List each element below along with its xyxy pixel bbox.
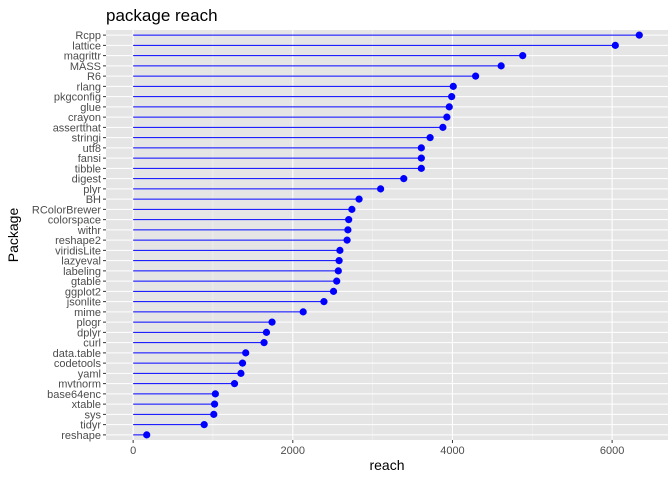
lollipop-point-ggplot2	[329, 287, 338, 295]
y-tick-label-reshape2: reshape2	[55, 235, 101, 247]
y-tick-label-colorspace: colorspace	[48, 215, 101, 227]
lollipop-point-viridisLite	[336, 246, 344, 254]
chart-title: package reach	[106, 6, 218, 25]
y-tick-label-ggplot2: ggplot2	[65, 286, 101, 298]
y-tick-label-plyr: plyr	[83, 184, 101, 196]
y-tick-label-labeling: labeling	[63, 266, 101, 278]
lollipop-point-tibble	[417, 164, 425, 172]
lollipop-point-glue	[445, 103, 453, 111]
y-tick-label-fansi: fansi	[78, 153, 101, 165]
lollipop-point-plyr	[377, 185, 385, 193]
lollipop-point-curl	[260, 339, 268, 347]
y-tick-label-jsonlite: jsonlite	[66, 297, 101, 309]
lollipop-point-plogr	[268, 318, 276, 326]
lollipop-point-rlang	[449, 82, 457, 90]
x-tick-marks	[132, 440, 613, 443]
lollipop-point-fansi	[417, 154, 425, 162]
y-tick-label-assertthat: assertthat	[53, 122, 101, 134]
lollipop-point-Rcpp	[635, 31, 643, 39]
lollipop-point-R6	[472, 72, 480, 80]
x-tick-label-4000: 4000	[440, 445, 464, 457]
lollipop-point-digest	[400, 175, 408, 183]
y-tick-label-magrittr: magrittr	[64, 51, 102, 63]
lollipop-point-dplyr	[262, 328, 271, 336]
y-tick-label-crayon: crayon	[68, 112, 101, 124]
lollipop-point-BH	[355, 195, 363, 203]
lollipop-point-magrittr	[519, 52, 527, 60]
y-tick-label-reshape: reshape	[61, 430, 101, 442]
lollipop-point-reshape2	[343, 236, 351, 244]
x-tick-labels: 0 2000 4000 6000	[130, 445, 624, 457]
y-tick-label-viridisLite: viridisLite	[55, 245, 101, 257]
lollipop-point-labeling	[334, 267, 342, 275]
lollipop-point-crayon	[443, 113, 451, 121]
y-tick-label-lazyeval: lazyeval	[61, 256, 101, 268]
y-tick-label-base64enc: base64enc	[47, 389, 101, 401]
y-tick-label-plogr: plogr	[77, 317, 102, 329]
y-tick-label-sys: sys	[85, 409, 102, 421]
y-tick-label-tibble: tibble	[75, 163, 101, 175]
lollipop-point-mvtnorm	[230, 380, 239, 388]
lollipop-point-data.table	[242, 349, 250, 357]
lollipop-point-base64enc	[211, 390, 219, 398]
y-tick-label-pkgconfig: pkgconfig	[54, 92, 101, 104]
lollipop-point-utf8	[417, 144, 425, 152]
lollipop-point-yaml	[237, 369, 245, 377]
x-tick-label-0: 0	[130, 445, 136, 457]
y-tick-label-digest: digest	[72, 174, 101, 186]
y-tick-label-withr: withr	[77, 225, 102, 237]
lollipop-point-withr	[344, 226, 352, 234]
x-tick-label-2000: 2000	[281, 445, 305, 457]
y-tick-label-RColorBrewer: RColorBrewer	[32, 204, 101, 216]
y-tick-label-BH: BH	[86, 194, 101, 206]
lollipop-point-pkgconfig	[448, 93, 456, 101]
x-tick-label-6000: 6000	[600, 445, 624, 457]
plot-panel	[106, 30, 668, 440]
lollipop-point-sys	[210, 410, 218, 418]
x-axis-title: reach	[369, 457, 404, 473]
y-tick-marks	[103, 34, 106, 436]
y-tick-label-data.table: data.table	[53, 348, 101, 360]
lollipop-point-gtable	[333, 277, 341, 285]
lollipop-point-tidyr	[200, 421, 208, 429]
lollipop-point-stringi	[426, 134, 434, 142]
y-tick-label-mime: mime	[74, 307, 101, 319]
y-tick-label-utf8: utf8	[83, 143, 101, 155]
y-tick-label-xtable: xtable	[72, 399, 101, 411]
y-tick-labels: RcpplatticemagrittrMASSR6rlangpkgconfigg…	[32, 30, 102, 442]
y-tick-label-tidyr: tidyr	[80, 420, 101, 432]
y-tick-label-MASS: MASS	[70, 61, 101, 73]
lollipop-point-MASS	[497, 62, 505, 70]
y-axis-title: Package	[5, 208, 21, 263]
y-tick-label-Rcpp: Rcpp	[75, 30, 101, 42]
y-tick-label-lattice: lattice	[72, 40, 101, 52]
y-tick-label-mvtnorm: mvtnorm	[58, 379, 101, 391]
lollipop-points	[143, 31, 643, 439]
y-tick-label-rlang: rlang	[77, 81, 101, 93]
y-tick-label-codetools: codetools	[54, 358, 102, 370]
y-tick-label-curl: curl	[83, 338, 101, 350]
lollipop-point-RColorBrewer	[348, 205, 356, 213]
y-tick-label-gtable: gtable	[71, 276, 101, 288]
lollipop-point-reshape	[143, 431, 151, 439]
lollipop-point-jsonlite	[320, 298, 328, 306]
lollipop-point-xtable	[210, 400, 219, 408]
lollipop-point-colorspace	[345, 216, 353, 224]
y-tick-label-yaml: yaml	[78, 368, 101, 380]
y-tick-label-glue: glue	[80, 102, 101, 114]
lollipop-stems	[133, 34, 640, 436]
y-tick-label-stringi: stringi	[72, 133, 101, 145]
lollipop-point-lattice	[611, 41, 619, 49]
lollipop-point-lazyeval	[335, 257, 343, 265]
y-tick-label-R6: R6	[87, 71, 101, 83]
lollipop-point-codetools	[238, 359, 247, 367]
lollipop-point-mime	[299, 308, 307, 316]
y-tick-label-dplyr: dplyr	[77, 327, 101, 339]
lollipop-point-assertthat	[439, 123, 447, 131]
